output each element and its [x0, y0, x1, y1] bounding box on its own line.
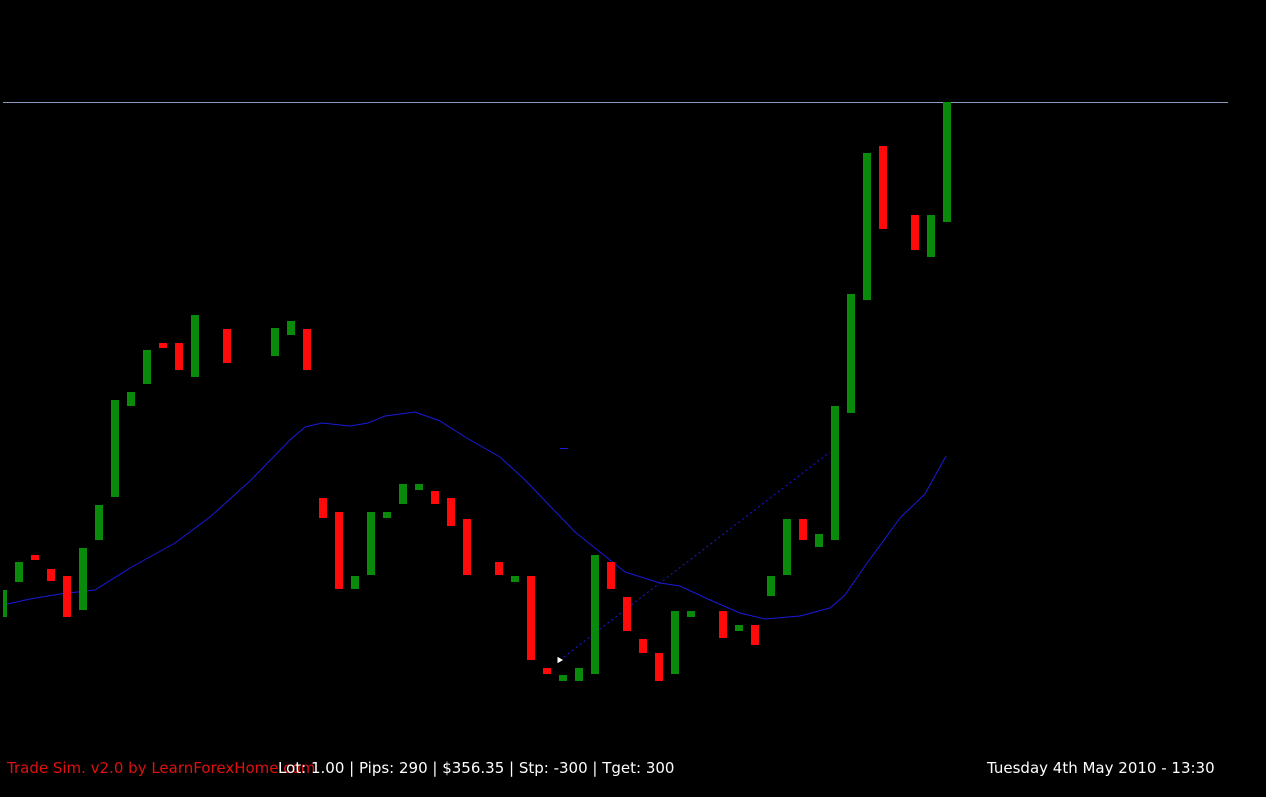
candle	[511, 576, 519, 582]
candle	[591, 555, 599, 674]
candle	[399, 484, 407, 504]
brand-label: Trade Sim. v2.0 by LearnForexHome.com	[7, 759, 316, 777]
trade-status: Lot: 1.00 | Pips: 290 | $356.35 | Stp: -…	[278, 759, 675, 777]
candle	[831, 406, 839, 540]
candle	[543, 668, 551, 674]
candle	[175, 343, 183, 370]
candle	[655, 653, 663, 681]
date-time: Tuesday 4th May 2010 - 13:30	[987, 759, 1215, 777]
candle	[3, 590, 7, 617]
cursor[interactable]	[556, 655, 566, 665]
candle	[719, 611, 727, 638]
candle	[735, 625, 743, 631]
candle	[799, 519, 807, 540]
candle	[127, 392, 135, 406]
candle	[303, 329, 311, 370]
moving-average	[2, 411, 947, 620]
candle	[447, 498, 455, 526]
candle	[575, 668, 583, 681]
candle	[879, 146, 887, 229]
candle	[191, 315, 199, 377]
candle	[927, 215, 935, 257]
candle	[943, 102, 951, 222]
candle	[367, 512, 375, 575]
candle	[815, 534, 823, 547]
candle	[751, 625, 759, 645]
candle	[79, 548, 87, 610]
candle	[47, 569, 55, 581]
candle	[351, 576, 359, 589]
candle	[623, 597, 631, 631]
candle	[495, 562, 503, 575]
candle	[383, 512, 391, 518]
candle	[463, 519, 471, 575]
candle	[431, 491, 439, 504]
candle	[335, 512, 343, 589]
candle	[639, 639, 647, 653]
candle	[687, 611, 695, 617]
candle	[783, 519, 791, 575]
candle	[159, 343, 167, 348]
trend-line	[559, 451, 831, 661]
candle	[559, 675, 567, 681]
candle	[847, 294, 855, 413]
candle	[63, 576, 71, 617]
candle	[223, 329, 231, 363]
candle	[767, 576, 775, 596]
candle	[911, 215, 919, 250]
candle	[527, 576, 535, 660]
candle	[143, 350, 151, 384]
candle	[607, 562, 615, 589]
candle	[671, 611, 679, 674]
candle	[271, 328, 279, 356]
candle	[31, 555, 39, 560]
candle	[863, 153, 871, 300]
candle	[319, 498, 327, 518]
candle	[415, 484, 423, 490]
candle	[287, 321, 295, 335]
candle	[95, 505, 103, 540]
candles	[3, 102, 951, 681]
candle	[15, 562, 23, 582]
candle	[111, 400, 119, 497]
